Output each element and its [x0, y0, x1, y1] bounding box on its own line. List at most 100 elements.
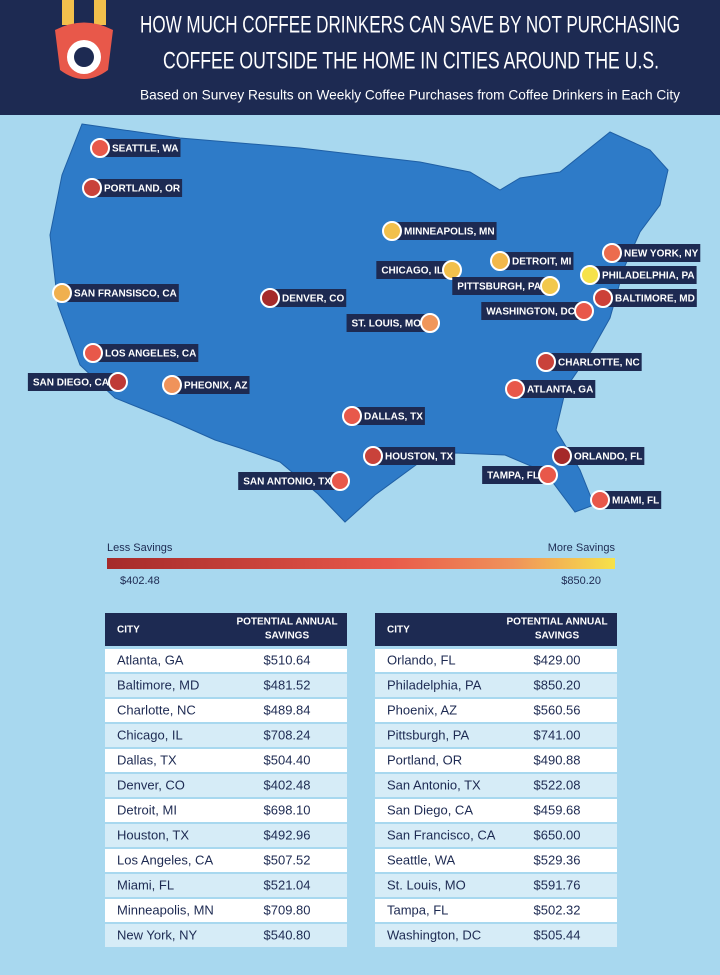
city-label-box	[346, 314, 430, 332]
city-marker: BALTIMORE, MD	[593, 288, 697, 308]
city-label: PITTSBURGH, PA	[457, 282, 541, 293]
city-cell: Detroit, MI	[117, 802, 177, 817]
city-cell: Pittsburgh, PA	[387, 727, 469, 742]
column-header: CITY	[387, 625, 410, 636]
city-dot	[505, 379, 525, 399]
city-label-box	[62, 284, 179, 302]
savings-cell: $507.52	[264, 852, 311, 867]
city-label-box	[270, 289, 347, 307]
city-label: SAN ANTONIO, TX	[243, 477, 331, 488]
city-cell: Washington, DC	[387, 927, 481, 942]
savings-cell: $650.00	[534, 827, 581, 842]
savings-cell: $459.68	[534, 802, 581, 817]
city-label: DALLAS, TX	[364, 412, 423, 423]
city-label-box	[238, 472, 340, 490]
city-label: CHARLOTTE, NC	[558, 358, 640, 369]
column-header: POTENTIAL ANNUAL	[236, 617, 337, 628]
city-label-box	[481, 302, 584, 320]
city-label: HOUSTON, TX	[385, 452, 453, 463]
city-dot	[602, 243, 622, 263]
city-marker: MIAMI, FL	[590, 490, 662, 510]
city-dot	[382, 221, 402, 241]
savings-cell: $481.52	[264, 677, 311, 692]
savings-cell: $490.88	[534, 752, 581, 767]
city-marker: MINNEAPOLIS, MN	[382, 221, 497, 241]
table-row	[105, 824, 347, 847]
city-dot	[260, 288, 280, 308]
savings-cell: $504.40	[264, 752, 311, 767]
city-marker: DETROIT, MI	[490, 251, 574, 271]
city-label: CHICAGO, IL	[381, 266, 443, 277]
city-dot	[590, 490, 610, 510]
city-label-box	[172, 376, 250, 394]
city-label: SEATTLE, WA	[112, 144, 178, 155]
table-row	[375, 699, 617, 722]
legend-low-label: Less Savings	[107, 542, 173, 554]
city-marker: WASHINGTON, DC	[481, 301, 594, 321]
city-dot	[552, 446, 572, 466]
city-dot	[538, 465, 558, 485]
city-label: PHEONIX, AZ	[184, 381, 248, 392]
city-label-box	[600, 491, 662, 509]
city-marker: PHILADELPHIA, PA	[580, 265, 697, 285]
city-label: NEW YORK, NY	[624, 249, 699, 260]
table-header	[105, 613, 347, 646]
column-header: SAVINGS	[535, 631, 580, 642]
city-cell: Houston, TX	[117, 827, 189, 842]
city-dot	[83, 343, 103, 363]
city-label: WASHINGTON, DC	[486, 307, 575, 318]
city-dot	[90, 138, 110, 158]
subtitle: Based on Survey Results on Weekly Coffee…	[140, 87, 680, 103]
table-header	[375, 613, 617, 646]
legend-low-value: $402.48	[120, 575, 160, 587]
city-label: MINNEAPOLIS, MN	[404, 227, 495, 238]
city-cell: Los Angeles, CA	[117, 852, 213, 867]
city-label: DETROIT, MI	[512, 257, 572, 268]
table-row	[375, 899, 617, 922]
city-cell: Charlotte, NC	[117, 702, 196, 717]
city-label-box	[392, 222, 497, 240]
city-label: BALTIMORE, MD	[615, 294, 695, 305]
city-marker: SAN FRANSISCO, CA	[52, 283, 179, 303]
table-row	[375, 649, 617, 672]
savings-cell: $489.84	[264, 702, 311, 717]
city-cell: Baltimore, MD	[117, 677, 199, 692]
city-dot	[574, 301, 594, 321]
city-label: SAN FRANSISCO, CA	[74, 289, 177, 300]
city-label: DENVER, CO	[282, 294, 344, 305]
city-dot	[490, 251, 510, 271]
city-dot	[580, 265, 600, 285]
legend-high-value: $850.20	[561, 575, 601, 587]
savings-cell: $502.32	[534, 902, 581, 917]
table-row	[105, 699, 347, 722]
table-row	[105, 649, 347, 672]
table-row	[105, 749, 347, 772]
table-row	[375, 924, 617, 947]
legend-gradient	[107, 558, 615, 569]
city-label: ST. LOUIS, MO	[352, 319, 422, 330]
city-label-box	[482, 466, 548, 484]
city-marker: LOS ANGELES, CA	[83, 343, 199, 363]
savings-cell: $522.08	[534, 777, 581, 792]
city-dot	[363, 446, 383, 466]
savings-cell: $521.04	[264, 877, 311, 892]
savings-cell: $402.48	[264, 777, 311, 792]
table-row	[105, 674, 347, 697]
city-label: ORLANDO, FL	[574, 452, 642, 463]
city-marker: SAN DIEGO, CA	[27, 372, 128, 392]
city-label: MIAMI, FL	[612, 496, 659, 507]
city-label-box	[546, 353, 642, 371]
table-row	[105, 799, 347, 822]
city-dot	[330, 471, 350, 491]
table-row	[375, 749, 617, 772]
city-marker: ATLANTA, GA	[505, 379, 596, 399]
city-marker: PORTLAND, OR	[82, 178, 183, 198]
city-label: ATLANTA, GA	[527, 385, 593, 396]
city-dot	[540, 276, 560, 296]
city-label: PHILADELPHIA, PA	[602, 271, 695, 282]
city-cell: Atlanta, GA	[117, 652, 184, 667]
city-cell: San Francisco, CA	[387, 827, 496, 842]
table-row	[105, 774, 347, 797]
city-cell: Philadelphia, PA	[387, 677, 482, 692]
